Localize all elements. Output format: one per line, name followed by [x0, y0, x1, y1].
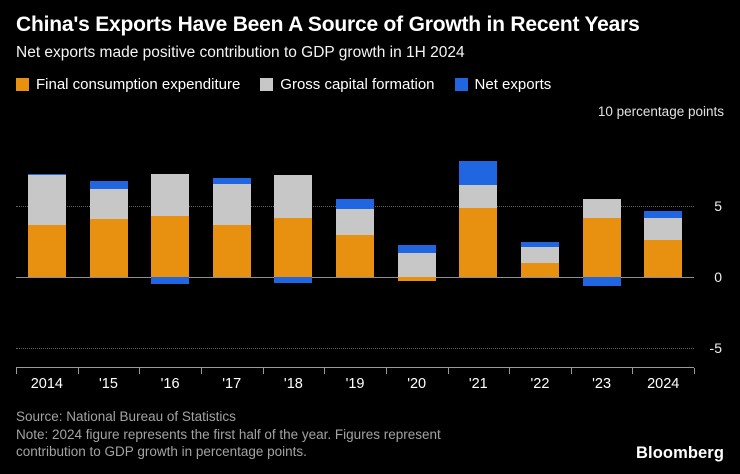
bar-18-final-consumption-expenditure — [274, 217, 313, 278]
bar-23-final-consumption-expenditure — [582, 217, 621, 278]
x-tick-label-17: '17 — [222, 376, 242, 392]
bloomberg-logo: Bloomberg — [636, 444, 724, 462]
x-tick-label-2024: 2024 — [647, 376, 680, 392]
bar-15-final-consumption-expenditure — [89, 219, 128, 278]
x-axis-tick — [570, 368, 572, 374]
legend-label: Final consumption expenditure — [36, 76, 241, 93]
legend-label: Net exports — [474, 76, 552, 93]
x-tick-label-2014: 2014 — [30, 376, 63, 392]
x-tick-label-23: '23 — [592, 376, 612, 392]
legend-item-1: Gross capital formation — [260, 76, 435, 93]
y-tick-label-0: 0 — [714, 269, 722, 286]
bar-21-final-consumption-expenditure — [459, 207, 498, 278]
x-axis-tick — [385, 368, 387, 374]
note-text-line1: Note: 2024 figure represents the first h… — [16, 426, 441, 442]
stacked-bar-chart: 5 0 -5 2014 '15 '16 '17 '18 '19 '20 '21 '22 '23 2024 — [16, 124, 722, 396]
x-axis-tick — [77, 368, 79, 374]
source-text: Source: National Bureau of Statistics — [16, 409, 236, 424]
x-axis-tick — [324, 368, 326, 374]
bar-2014-gross-capital-formation — [27, 175, 66, 225]
x-tick-label-20: '20 — [407, 376, 427, 392]
bar-20-gross-capital-formation — [397, 253, 436, 278]
bar-23-gross-capital-formation — [582, 199, 621, 218]
x-axis-tick — [16, 368, 17, 374]
x-axis-tick — [632, 368, 634, 374]
bar-17-net-exports — [212, 177, 251, 184]
chart-title: China's Exports Have Been A Source of Gr… — [16, 13, 640, 36]
x-axis-tick — [694, 368, 695, 374]
legend-swatch-icon — [260, 78, 274, 91]
x-tick-label-21: '21 — [468, 376, 488, 392]
bar-16-final-consumption-expenditure — [151, 216, 190, 278]
y-axis-labels: 5 0 -5 — [696, 124, 722, 368]
note-text-line2: contribution to GDP growth in percentage… — [16, 444, 307, 460]
bar-17-gross-capital-formation — [212, 183, 251, 225]
bar-20-final-consumption-expenditure — [397, 277, 436, 282]
bar-2014-final-consumption-expenditure — [27, 224, 66, 278]
bar-19-final-consumption-expenditure — [336, 234, 374, 278]
x-axis-tick — [447, 368, 449, 374]
bar-20-net-exports — [397, 244, 436, 254]
legend-swatch-icon — [16, 78, 29, 91]
legend-label: Gross capital formation — [280, 76, 435, 93]
x-tick-label-15: '15 — [99, 376, 118, 392]
bar-2024-gross-capital-formation — [644, 217, 683, 241]
bar-18-net-exports — [274, 277, 313, 283]
legend-item-2: Net exports — [454, 76, 552, 93]
x-tick-label-22: '22 — [530, 376, 550, 392]
bar-18-gross-capital-formation — [274, 175, 313, 218]
chart-footer: Source: National Bureau of Statistics No… — [16, 408, 724, 461]
bar-2024-final-consumption-expenditure — [644, 240, 683, 278]
bar-15-net-exports — [89, 180, 128, 190]
bar-16-net-exports — [151, 277, 190, 285]
bar-22-net-exports — [520, 241, 559, 248]
legend-item-0: Final consumption expenditure — [16, 76, 240, 93]
bar-15-gross-capital-formation — [89, 189, 128, 220]
gridline--5 — [16, 348, 694, 350]
legend-swatch-icon — [454, 78, 468, 91]
bar-21-net-exports — [459, 160, 498, 185]
x-tick-label-16: '16 — [160, 376, 180, 392]
bar-17-final-consumption-expenditure — [212, 224, 251, 278]
y-tick-label-5: 5 — [714, 198, 722, 215]
x-axis-tick — [139, 368, 141, 374]
bar-19-gross-capital-formation — [336, 209, 374, 235]
bar-21-gross-capital-formation — [459, 185, 498, 208]
x-tick-label-19: '19 — [345, 376, 365, 392]
x-axis-labels: 2014 '15 '16 '17 '18 '19 '20 '21 '22 '23 2024 — [16, 376, 694, 392]
legend: Final consumption expenditure Gross capit… — [16, 76, 724, 93]
x-axis-tick — [200, 368, 202, 374]
bar-22-final-consumption-expenditure — [520, 263, 559, 278]
x-axis-tick — [262, 368, 264, 374]
y-tick-label--5: -5 — [709, 340, 722, 357]
x-tick-label-18: '18 — [283, 376, 303, 392]
bar-23-net-exports — [582, 277, 621, 286]
bar-22-gross-capital-formation — [520, 247, 559, 263]
x-axis-tick — [509, 368, 511, 374]
bar-2014-net-exports — [27, 173, 66, 176]
y-axis-unit-label: 10 percentage points — [597, 104, 724, 119]
plot-area — [16, 124, 695, 374]
gridline-0 — [16, 277, 694, 279]
bar-2024-net-exports — [644, 210, 683, 218]
chart-subtitle: Net exports made positive contribution t… — [16, 44, 465, 61]
bar-16-gross-capital-formation — [151, 173, 190, 217]
bar-19-net-exports — [336, 199, 374, 210]
